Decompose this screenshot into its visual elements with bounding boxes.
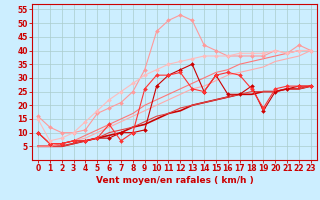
X-axis label: Vent moyen/en rafales ( km/h ): Vent moyen/en rafales ( km/h ): [96, 176, 253, 185]
